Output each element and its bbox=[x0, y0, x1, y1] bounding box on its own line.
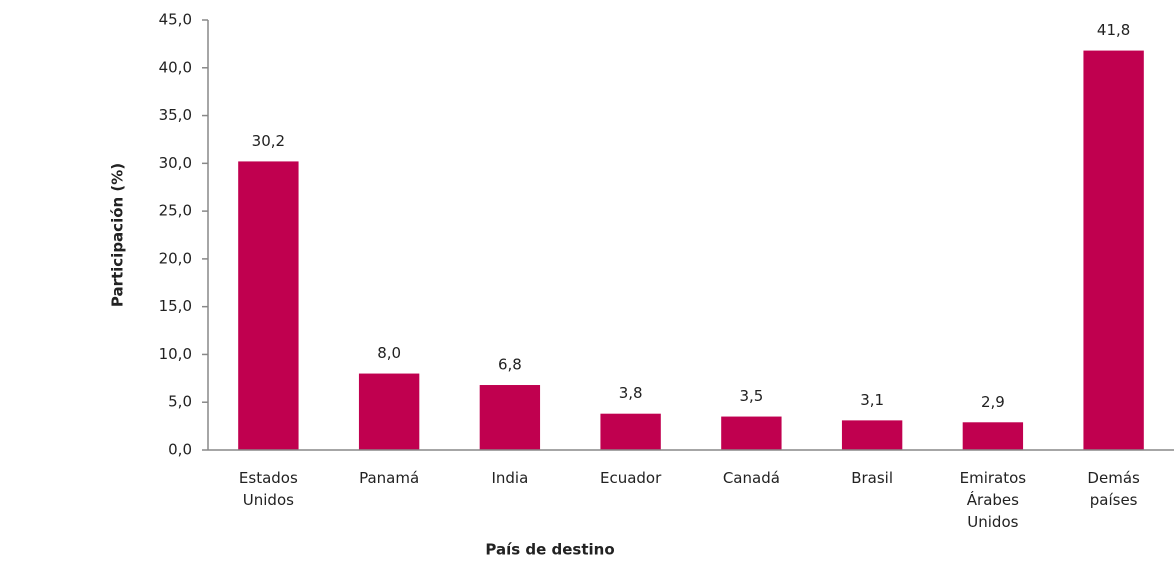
value-label: 3,5 bbox=[739, 387, 763, 405]
value-label: 30,2 bbox=[252, 132, 285, 150]
y-tick-label: 5,0 bbox=[168, 393, 192, 411]
y-tick-label: 10,0 bbox=[159, 345, 192, 363]
y-tick-label: 15,0 bbox=[159, 297, 192, 315]
bar bbox=[238, 161, 298, 450]
value-label: 8,0 bbox=[377, 344, 401, 362]
value-label: 6,8 bbox=[498, 356, 522, 374]
bar bbox=[600, 414, 660, 450]
value-label: 3,1 bbox=[860, 391, 884, 409]
y-tick-label: 0,0 bbox=[168, 441, 192, 459]
y-axis-title: Participación (%) bbox=[109, 163, 127, 307]
bar bbox=[963, 422, 1023, 450]
x-axis-title: País de destino bbox=[485, 541, 614, 559]
y-tick-label: 35,0 bbox=[159, 106, 192, 124]
value-label: 3,8 bbox=[619, 384, 643, 402]
y-tick-label: 45,0 bbox=[159, 11, 192, 29]
bar bbox=[1083, 51, 1143, 450]
x-tick-label: Ecuador bbox=[600, 469, 662, 487]
x-tick-label: India bbox=[491, 469, 528, 487]
y-tick-label: 20,0 bbox=[159, 249, 192, 267]
value-label: 41,8 bbox=[1097, 21, 1130, 39]
x-tick-label: Canadá bbox=[723, 469, 780, 487]
y-tick-label: 25,0 bbox=[159, 202, 192, 220]
value-label: 2,9 bbox=[981, 393, 1005, 411]
y-tick-label: 30,0 bbox=[159, 154, 192, 172]
chart: País de destino Participación (%) 0,0 5,0… bbox=[0, 0, 1174, 562]
x-tick-label: Panamá bbox=[359, 469, 419, 487]
y-tick-label: 40,0 bbox=[159, 58, 192, 76]
x-tick-label: Brasil bbox=[851, 469, 893, 487]
bar bbox=[842, 420, 902, 450]
bar bbox=[359, 374, 419, 450]
bar bbox=[480, 385, 540, 450]
bar bbox=[721, 417, 781, 450]
